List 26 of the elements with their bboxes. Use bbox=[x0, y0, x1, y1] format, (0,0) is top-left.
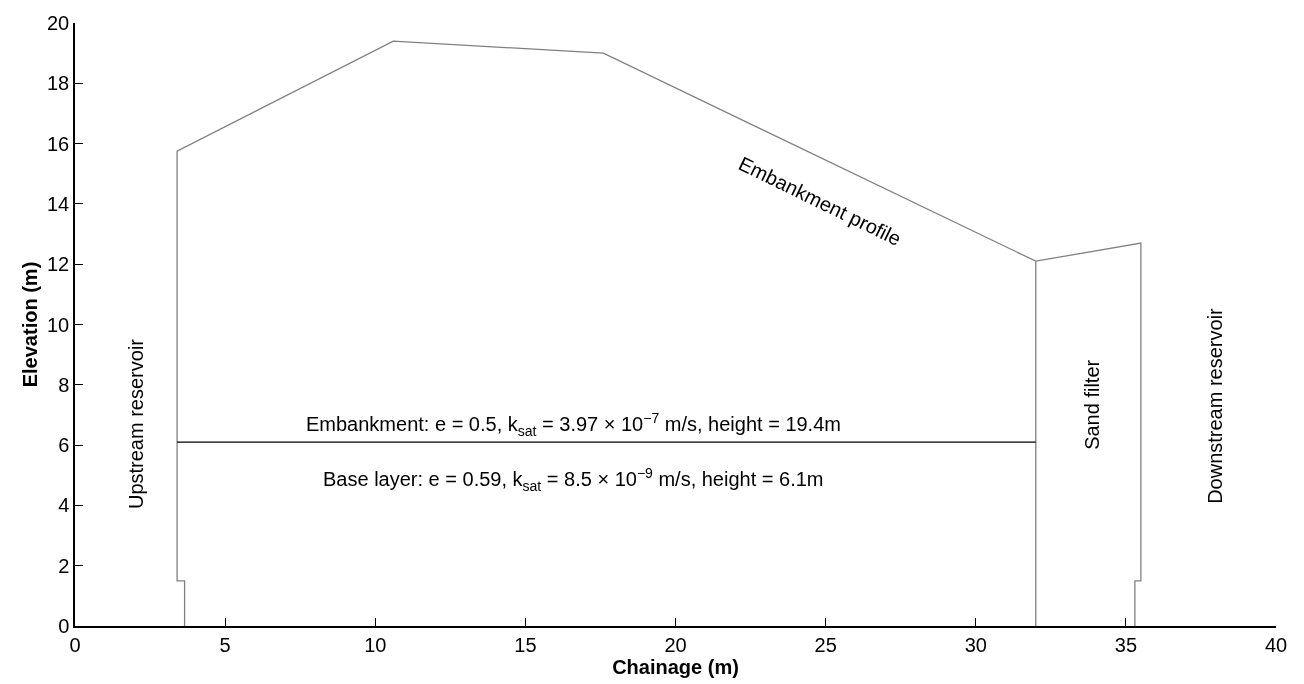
x-tick-label: 35 bbox=[1114, 633, 1138, 656]
y-tick-label: 16 bbox=[47, 132, 70, 155]
y-tick-label: 20 bbox=[47, 12, 70, 34]
y-tick-label: 2 bbox=[58, 554, 70, 577]
x-tick-label: 5 bbox=[219, 633, 231, 656]
x-tick-label: 30 bbox=[964, 633, 987, 656]
annotation: Sand filter bbox=[1081, 359, 1104, 450]
annotation: Upstream reservoir bbox=[125, 338, 148, 510]
x-tick-label: 40 bbox=[1264, 633, 1288, 656]
x-tick-label: 10 bbox=[364, 633, 387, 656]
annotation: Downstream reservoir bbox=[1204, 307, 1227, 504]
annotation: Embankment: e = 0.5, k$_{sat}$ = 3.97 × 10$^{−7}$ m/s, height = 19.4m bbox=[306, 410, 841, 439]
y-tick-label: 12 bbox=[47, 253, 70, 276]
y-tick-label: 8 bbox=[58, 373, 70, 396]
y-tick-label: 18 bbox=[47, 72, 70, 95]
annotation: Base layer: e = 0.59, k$_{sat}$ = 8.5 × 10$^{−9}$ m/s, height = 6.1m bbox=[323, 465, 824, 494]
y-tick-label: 0 bbox=[58, 615, 70, 637]
x-tick-label: 15 bbox=[514, 633, 537, 656]
x-tick-label: 20 bbox=[664, 633, 687, 656]
y-tick-label: 10 bbox=[47, 313, 70, 336]
x-axis-title: Chainage (m) bbox=[612, 655, 739, 678]
y-tick-label: 6 bbox=[58, 434, 70, 457]
y-axis-title: Elevation (m) bbox=[19, 261, 41, 388]
y-tick-label: 14 bbox=[47, 192, 70, 215]
y-tick-label: 4 bbox=[58, 494, 70, 517]
x-tick-label: 25 bbox=[814, 633, 837, 656]
